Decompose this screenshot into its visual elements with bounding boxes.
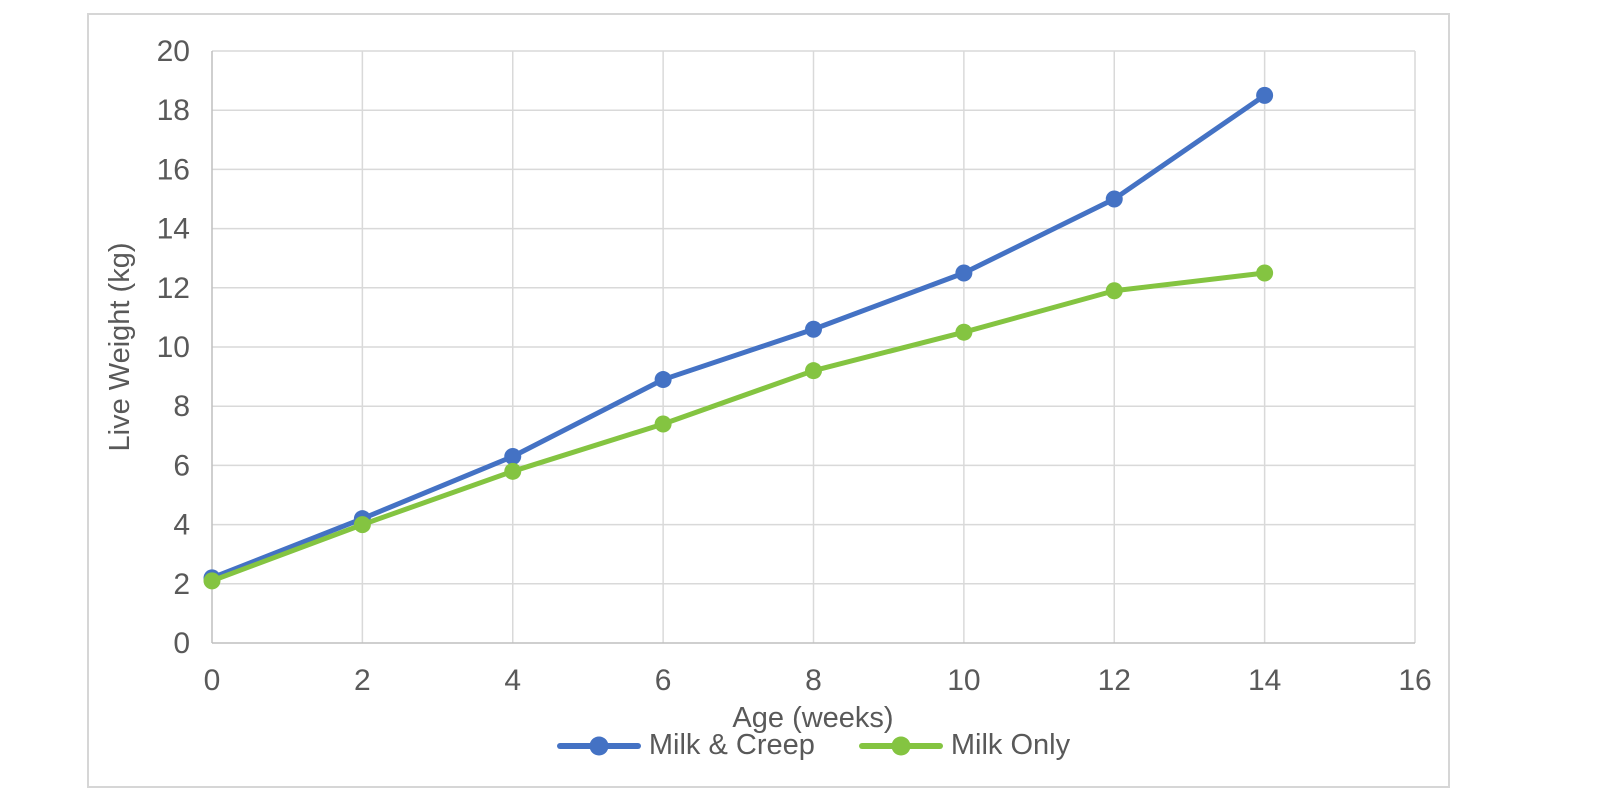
data-point-milk-only bbox=[654, 415, 672, 433]
legend-dot-icon bbox=[891, 736, 911, 755]
legend-line-marker-icon bbox=[858, 736, 943, 755]
x-tick-label: 8 bbox=[805, 664, 822, 697]
data-point-milk-creep bbox=[504, 448, 522, 466]
legend-label: Milk & Creep bbox=[648, 729, 815, 761]
y-axis-title: Live Weight (kg) bbox=[104, 243, 136, 452]
x-tick-label: 6 bbox=[655, 664, 672, 697]
y-tick-label: 6 bbox=[173, 449, 190, 482]
data-point-milk-only bbox=[805, 362, 822, 380]
x-tick-label: 16 bbox=[1398, 664, 1431, 697]
x-tick-label: 12 bbox=[1098, 664, 1131, 697]
x-tick-label: 2 bbox=[354, 664, 371, 697]
data-point-milk-creep bbox=[1256, 86, 1274, 104]
y-tick-label: 20 bbox=[157, 35, 190, 68]
x-tick-label: 0 bbox=[204, 664, 221, 697]
data-point-milk-only bbox=[353, 516, 371, 534]
x-tick-label: 4 bbox=[504, 664, 521, 697]
y-tick-label: 8 bbox=[173, 390, 190, 423]
y-tick-label: 12 bbox=[157, 272, 190, 305]
y-tick-label: 4 bbox=[173, 509, 190, 542]
chart-card: 0 2 4 6 8 10 12 14 16 0 2 4 6 8 10 12 14 16 18 20 Age (week… bbox=[87, 13, 1450, 788]
y-tick-label: 0 bbox=[173, 627, 190, 660]
x-tick-label: 14 bbox=[1248, 664, 1281, 697]
y-tick-label: 16 bbox=[157, 153, 190, 186]
plot-area: 0 2 4 6 8 10 12 14 16 0 2 4 6 8 10 12 14 16 18 20 bbox=[157, 35, 1432, 697]
chart-legend: Milk & Creep Milk Only bbox=[212, 729, 1415, 762]
series-line-milk-only bbox=[209, 270, 1268, 584]
data-point-milk-creep bbox=[955, 264, 973, 282]
x-tick-label: 10 bbox=[947, 664, 980, 697]
y-tick-label: 18 bbox=[157, 94, 190, 127]
y-tick-label: 14 bbox=[157, 213, 190, 246]
x-axis-title: Age (weeks) bbox=[732, 702, 893, 734]
legend-item-milk-creep: Milk & Creep bbox=[556, 729, 815, 762]
legend-label: Milk Only bbox=[950, 729, 1071, 761]
legend-dot-icon bbox=[589, 736, 609, 755]
data-point-milk-only bbox=[1105, 282, 1123, 300]
y-tick-label: 10 bbox=[157, 331, 190, 364]
legend-item-milk-only: Milk Only bbox=[858, 729, 1071, 762]
data-point-milk-creep bbox=[805, 320, 822, 338]
data-point-milk-only bbox=[1256, 264, 1274, 282]
data-point-milk-creep bbox=[1105, 190, 1123, 208]
line-chart: 0 2 4 6 8 10 12 14 16 0 2 4 6 8 10 12 14 16 18 20 Age (week… bbox=[104, 35, 1432, 734]
y-tick-label: 2 bbox=[173, 568, 190, 601]
data-point-milk-only bbox=[504, 462, 522, 480]
data-point-milk-creep bbox=[654, 371, 672, 389]
data-point-milk-only bbox=[203, 572, 221, 590]
legend-line-marker-icon bbox=[556, 736, 641, 755]
data-point-milk-only bbox=[955, 323, 973, 341]
series-line-milk-creep bbox=[209, 92, 1268, 581]
